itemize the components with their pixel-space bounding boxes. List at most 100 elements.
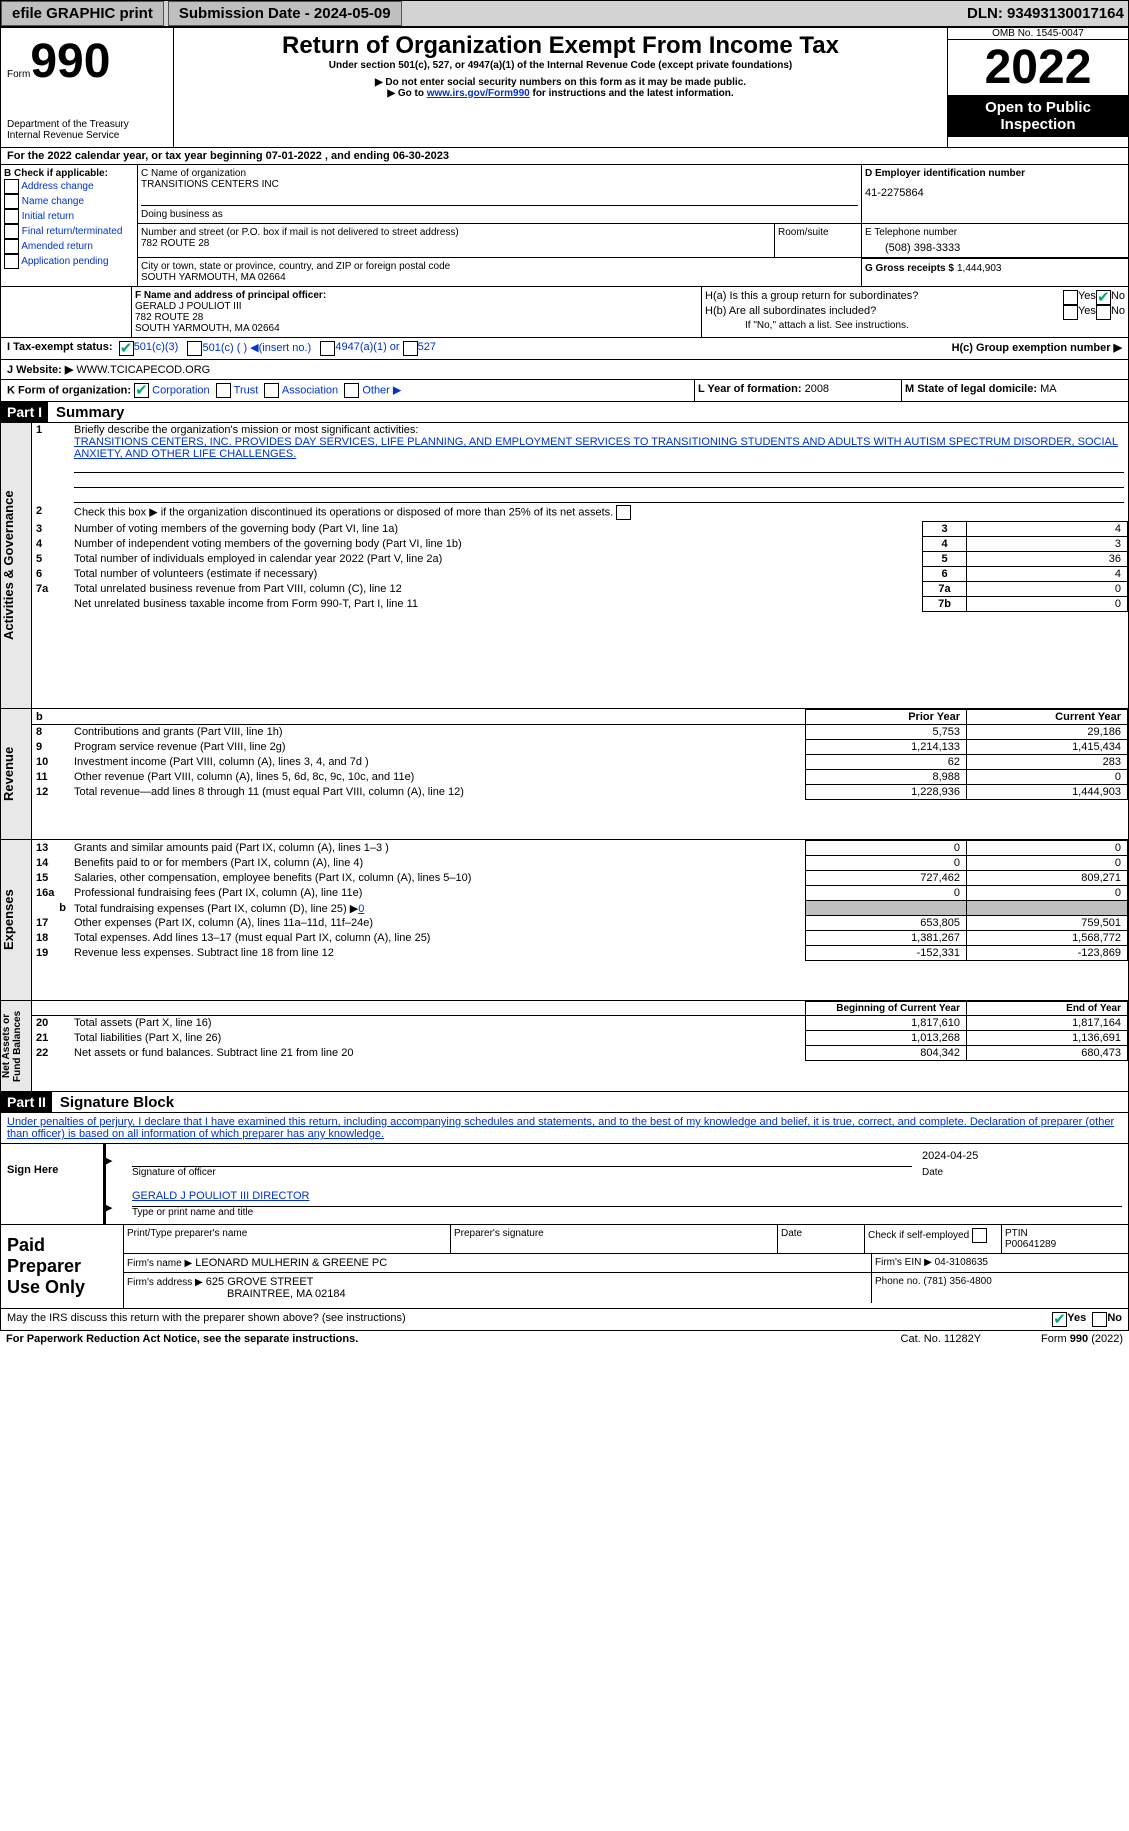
l15: Salaries, other compensation, employee b… [70, 871, 806, 886]
v7a: 0 [967, 582, 1128, 597]
current-hdr: Current Year [967, 710, 1128, 725]
i-527[interactable] [403, 341, 418, 356]
phone-lbl: Phone no. [875, 1276, 921, 1287]
officer-addr1: 782 ROUTE 28 [135, 312, 698, 323]
chk-amended[interactable] [4, 239, 19, 254]
e-lbl: E Telephone number [865, 227, 1125, 238]
firm-addr1: 625 GROVE STREET [206, 1276, 314, 1288]
irs-link[interactable]: www.irs.gov/Form990 [427, 88, 530, 99]
p11: 8,988 [806, 770, 967, 785]
j-lbl: J Website: ▶ [7, 364, 73, 376]
side-expenses: Expenses [1, 840, 16, 1000]
e21: 1,136,691 [967, 1031, 1128, 1046]
v6: 4 [967, 567, 1128, 582]
f-lbl: F Name and address of principal officer: [135, 290, 698, 301]
type-lbl: Type or print name and title [132, 1207, 1122, 1218]
chk-final[interactable] [4, 224, 19, 239]
may-discuss: May the IRS discuss this return with the… [7, 1312, 406, 1327]
hb-no[interactable] [1096, 305, 1111, 320]
v4: 3 [967, 537, 1128, 552]
chk-pending[interactable] [4, 254, 19, 269]
l10: Investment income (Part VIII, column (A)… [70, 755, 806, 770]
l3: Number of voting members of the governin… [70, 522, 923, 537]
l22: Net assets or fund balances. Subtract li… [70, 1046, 806, 1061]
chk-addr[interactable] [4, 179, 19, 194]
b20: 1,817,610 [806, 1016, 967, 1031]
hb: H(b) Are all subordinates included? [705, 305, 1063, 320]
addr: 782 ROUTE 28 [141, 238, 771, 249]
city-lbl: City or town, state or province, country… [141, 261, 858, 272]
l21: Total liabilities (Part X, line 26) [70, 1031, 806, 1046]
i-4947[interactable] [320, 341, 335, 356]
open-public: Open to Public Inspection [948, 95, 1128, 137]
may-yes[interactable] [1052, 1312, 1067, 1327]
k-corp[interactable] [134, 383, 149, 398]
m-lbl: M State of legal domicile: [905, 383, 1037, 395]
l2-chk[interactable] [616, 505, 631, 520]
l5: Total number of individuals employed in … [70, 552, 923, 567]
top-bar: efile GRAPHIC print Submission Date - 20… [0, 0, 1129, 27]
declaration: Under penalties of perjury, I declare th… [0, 1112, 1129, 1144]
p19: -152,331 [806, 946, 967, 961]
efile-btn[interactable]: efile GRAPHIC print [1, 1, 164, 26]
k-assoc[interactable] [264, 383, 279, 398]
se-chk[interactable] [972, 1228, 987, 1243]
l6: Total number of volunteers (estimate if … [70, 567, 923, 582]
dln-value: 93493130017164 [1007, 5, 1124, 22]
ha-no[interactable] [1096, 290, 1111, 305]
firm-ein: 04-3108635 [935, 1257, 988, 1268]
c9: 1,415,434 [967, 740, 1128, 755]
chk-se: Check if self-employed [865, 1225, 1002, 1253]
website[interactable]: WWW.TCICAPECOD.ORG [76, 364, 210, 376]
v3: 4 [967, 522, 1128, 537]
ptin-val: P00641289 [1005, 1239, 1125, 1250]
l8: Contributions and grants (Part VIII, lin… [70, 725, 806, 740]
i-501c[interactable] [187, 341, 202, 356]
hb-yes[interactable] [1063, 305, 1078, 320]
submission-btn[interactable]: Submission Date - 2024-05-09 [168, 1, 402, 26]
k-other[interactable] [344, 383, 359, 398]
line-a: For the 2022 calendar year, or tax year … [0, 148, 1129, 164]
note2: ▶ Go to www.irs.gov/Form990 for instruct… [182, 88, 939, 99]
chk-initial[interactable] [4, 209, 19, 224]
l17: Other expenses (Part IX, column (A), lin… [70, 916, 806, 931]
i-501c3[interactable] [119, 341, 134, 356]
footer-l: For Paperwork Reduction Act Notice, see … [6, 1333, 358, 1345]
k-trust[interactable] [216, 383, 231, 398]
c17: 759,501 [967, 916, 1128, 931]
may-no[interactable] [1092, 1312, 1107, 1327]
l1: Briefly describe the organization's miss… [74, 424, 418, 436]
form-word: Form [7, 69, 30, 80]
p8: 5,753 [806, 725, 967, 740]
gross: 1,444,903 [957, 263, 1002, 274]
firm-name: LEONARD MULHERIN & GREENE PC [195, 1257, 387, 1269]
p14: 0 [806, 856, 967, 871]
year: 2022 [948, 40, 1128, 95]
dln-label: DLN: [967, 5, 1003, 22]
b21: 1,013,268 [806, 1031, 967, 1046]
firm-addr2: BRAINTREE, MA 02184 [127, 1288, 346, 1300]
l4: Number of independent voting members of … [70, 537, 923, 552]
c15: 809,271 [967, 871, 1128, 886]
l16a: Professional fundraising fees (Part IX, … [70, 886, 806, 901]
chk-name[interactable] [4, 194, 19, 209]
hb-note: If "No," attach a list. See instructions… [705, 320, 1125, 331]
m-val: MA [1040, 383, 1057, 395]
room: Room/suite [774, 224, 861, 257]
side-revenue: Revenue [1, 709, 16, 839]
l11: Other revenue (Part VIII, column (A), li… [70, 770, 806, 785]
l7a: Total unrelated business revenue from Pa… [70, 582, 923, 597]
form-num: 990 [30, 35, 110, 88]
side-net: Net Assets or Fund Balances [1, 1001, 23, 1091]
e22: 680,473 [967, 1046, 1128, 1061]
c18: 1,568,772 [967, 931, 1128, 946]
ecy: End of Year [967, 1002, 1128, 1016]
ha-yes[interactable] [1063, 290, 1078, 305]
prior-hdr: Prior Year [806, 710, 967, 725]
bcy: Beginning of Current Year [806, 1002, 967, 1016]
p10: 62 [806, 755, 967, 770]
part1-hdr: Part I [1, 402, 48, 422]
p17: 653,805 [806, 916, 967, 931]
date-lbl: Date [922, 1167, 1122, 1178]
l18: Total expenses. Add lines 13–17 (must eq… [70, 931, 806, 946]
